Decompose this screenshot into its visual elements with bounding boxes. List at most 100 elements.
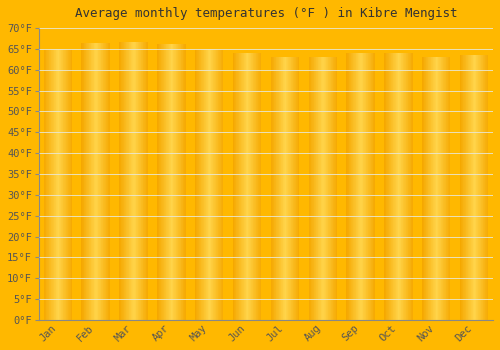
Bar bbox=[237, 53, 238, 320]
Bar bbox=[328, 57, 329, 320]
Bar bbox=[67, 49, 68, 320]
Bar bbox=[208, 49, 209, 320]
Bar bbox=[52, 49, 53, 320]
Bar bbox=[54, 49, 55, 320]
Bar bbox=[428, 57, 429, 320]
Bar bbox=[160, 44, 162, 320]
Bar bbox=[365, 53, 366, 320]
Bar bbox=[367, 53, 368, 320]
Bar bbox=[98, 43, 99, 320]
Bar bbox=[196, 49, 197, 320]
Bar bbox=[272, 57, 273, 320]
Bar bbox=[426, 57, 427, 320]
Bar bbox=[466, 55, 467, 320]
Bar bbox=[84, 43, 85, 320]
Bar bbox=[386, 53, 387, 320]
Bar bbox=[147, 42, 148, 320]
Bar bbox=[296, 57, 297, 320]
Bar bbox=[479, 55, 480, 320]
Bar bbox=[485, 55, 486, 320]
Bar bbox=[346, 53, 347, 320]
Bar bbox=[146, 42, 147, 320]
Bar bbox=[387, 53, 388, 320]
Bar bbox=[125, 42, 126, 320]
Bar bbox=[399, 53, 400, 320]
Bar bbox=[198, 49, 200, 320]
Bar bbox=[423, 57, 424, 320]
Bar bbox=[247, 53, 248, 320]
Bar bbox=[174, 44, 175, 320]
Bar bbox=[316, 57, 317, 320]
Bar bbox=[238, 53, 239, 320]
Bar bbox=[467, 55, 468, 320]
Bar bbox=[218, 49, 219, 320]
Bar bbox=[392, 53, 393, 320]
Bar bbox=[405, 53, 406, 320]
Bar bbox=[133, 42, 134, 320]
Bar bbox=[212, 49, 214, 320]
Bar bbox=[319, 57, 320, 320]
Bar bbox=[122, 42, 123, 320]
Bar bbox=[411, 53, 412, 320]
Bar bbox=[409, 53, 410, 320]
Bar bbox=[396, 53, 397, 320]
Bar bbox=[87, 43, 88, 320]
Bar bbox=[157, 44, 158, 320]
Bar bbox=[294, 57, 295, 320]
Bar bbox=[481, 55, 482, 320]
Bar bbox=[240, 53, 242, 320]
Bar bbox=[257, 53, 258, 320]
Bar bbox=[129, 42, 130, 320]
Bar bbox=[99, 43, 100, 320]
Bar bbox=[280, 57, 281, 320]
Bar bbox=[44, 49, 45, 320]
Bar bbox=[478, 55, 479, 320]
Bar bbox=[48, 49, 50, 320]
Bar bbox=[463, 55, 464, 320]
Bar bbox=[134, 42, 135, 320]
Bar bbox=[277, 57, 278, 320]
Bar bbox=[388, 53, 389, 320]
Bar bbox=[100, 43, 102, 320]
Bar bbox=[435, 57, 436, 320]
Bar bbox=[250, 53, 252, 320]
Bar bbox=[107, 43, 108, 320]
Bar bbox=[106, 43, 107, 320]
Bar bbox=[374, 53, 375, 320]
Bar bbox=[242, 53, 243, 320]
Bar bbox=[158, 44, 160, 320]
Bar bbox=[448, 57, 449, 320]
Bar bbox=[109, 43, 110, 320]
Bar bbox=[50, 49, 51, 320]
Bar bbox=[317, 57, 318, 320]
Bar bbox=[362, 53, 364, 320]
Bar bbox=[407, 53, 408, 320]
Bar bbox=[315, 57, 316, 320]
Bar bbox=[46, 49, 47, 320]
Bar bbox=[325, 57, 326, 320]
Bar bbox=[182, 44, 184, 320]
Bar bbox=[165, 44, 166, 320]
Bar bbox=[145, 42, 146, 320]
Bar bbox=[477, 55, 478, 320]
Bar bbox=[285, 57, 286, 320]
Bar bbox=[92, 43, 93, 320]
Bar bbox=[286, 57, 287, 320]
Bar bbox=[179, 44, 180, 320]
Bar bbox=[288, 57, 289, 320]
Bar bbox=[475, 55, 476, 320]
Bar bbox=[444, 57, 445, 320]
Bar bbox=[139, 42, 140, 320]
Bar bbox=[434, 57, 435, 320]
Bar bbox=[276, 57, 277, 320]
Bar bbox=[292, 57, 294, 320]
Bar bbox=[140, 42, 141, 320]
Bar bbox=[210, 49, 212, 320]
Bar bbox=[329, 57, 330, 320]
Bar bbox=[356, 53, 357, 320]
Bar bbox=[47, 49, 48, 320]
Bar bbox=[86, 43, 87, 320]
Bar bbox=[324, 57, 325, 320]
Bar bbox=[120, 42, 122, 320]
Bar bbox=[468, 55, 469, 320]
